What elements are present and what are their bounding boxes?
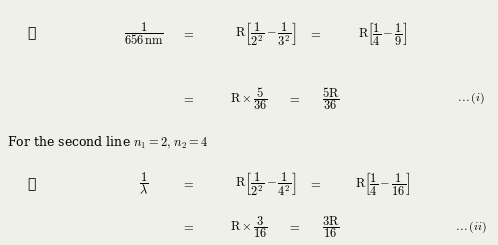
Text: ∴: ∴: [27, 177, 35, 191]
Text: For the second line $n_1 = 2,\, n_2 = 4$: For the second line $n_1 = 2,\, n_2 = 4$: [7, 135, 209, 151]
Text: $\mathrm{R}\left[\dfrac{1}{4}-\dfrac{1}{16}\right]$: $\mathrm{R}\left[\dfrac{1}{4}-\dfrac{1}{…: [355, 170, 411, 197]
Text: $\mathrm{R}\left[\dfrac{1}{2^2}-\dfrac{1}{3^2}\right]$: $\mathrm{R}\left[\dfrac{1}{2^2}-\dfrac{1…: [235, 20, 297, 48]
Text: $\mathrm{R}\left[\dfrac{1}{4}-\dfrac{1}{9}\right]$: $\mathrm{R}\left[\dfrac{1}{4}-\dfrac{1}{…: [359, 20, 408, 47]
Text: ∴: ∴: [27, 27, 35, 41]
Text: $=$: $=$: [181, 177, 195, 190]
Text: $\mathrm{R}\times\dfrac{5}{36}$: $\mathrm{R}\times\dfrac{5}{36}$: [230, 85, 268, 112]
Text: $\ldots\,(ii)$: $\ldots\,(ii)$: [455, 219, 487, 234]
Text: $\dfrac{3\mathrm{R}}{16}$: $\dfrac{3\mathrm{R}}{16}$: [322, 214, 340, 240]
Text: $=$: $=$: [181, 220, 195, 233]
Text: $\dfrac{5\mathrm{R}}{36}$: $\dfrac{5\mathrm{R}}{36}$: [322, 85, 340, 112]
Text: $\dfrac{1}{656\,\mathrm{nm}}$: $\dfrac{1}{656\,\mathrm{nm}}$: [124, 20, 164, 47]
Text: $=$: $=$: [287, 220, 300, 233]
Text: $\mathrm{R}\left[\dfrac{1}{2^2}-\dfrac{1}{4^2}\right]$: $\mathrm{R}\left[\dfrac{1}{2^2}-\dfrac{1…: [235, 170, 297, 198]
Text: $=$: $=$: [287, 92, 300, 105]
Text: $=$: $=$: [308, 177, 322, 190]
Text: $\mathrm{R}\times\dfrac{3}{16}$: $\mathrm{R}\times\dfrac{3}{16}$: [230, 214, 268, 240]
Text: $=$: $=$: [181, 27, 195, 40]
Text: $=$: $=$: [181, 92, 195, 105]
Text: $\dfrac{1}{\lambda}$: $\dfrac{1}{\lambda}$: [139, 171, 149, 197]
Text: $\ldots\,(i)$: $\ldots\,(i)$: [457, 91, 485, 106]
Text: $=$: $=$: [308, 27, 322, 40]
